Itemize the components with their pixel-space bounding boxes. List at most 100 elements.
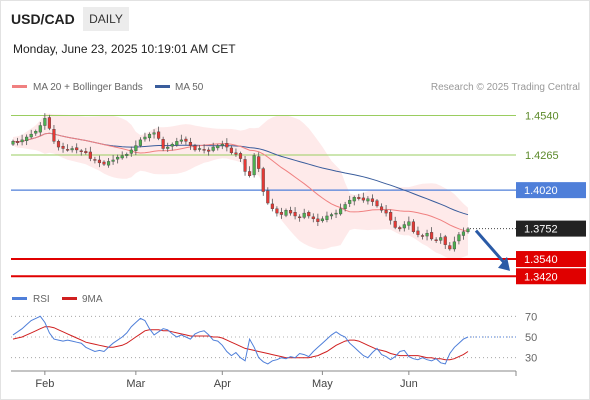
candle-body — [34, 131, 38, 134]
rsi-tick-label-1: 50 — [525, 332, 537, 344]
ma50-legend-label: MA 50 — [175, 82, 204, 93]
rsi-line — [12, 315, 469, 365]
candle-body — [202, 149, 206, 151]
candle-body — [197, 148, 202, 150]
candle-body — [61, 146, 65, 149]
candle-body — [220, 143, 224, 146]
candle-body — [325, 215, 329, 220]
candle-body — [261, 168, 265, 192]
candle-body — [248, 171, 252, 176]
candle-body — [111, 159, 115, 162]
candle-body — [302, 212, 306, 218]
candle-body — [166, 146, 170, 149]
candle-body — [207, 149, 211, 152]
candle-body — [106, 161, 111, 166]
candle-body — [293, 212, 297, 217]
candle-body — [352, 197, 356, 202]
rsi-tick-label-2: 30 — [525, 353, 537, 365]
candle-body — [170, 143, 174, 147]
ma20-legend-label: MA 20 + Bollinger Bands — [33, 82, 143, 93]
candle-body — [225, 143, 229, 148]
candle-body — [116, 156, 120, 160]
candle-body — [389, 212, 393, 221]
candle-body — [307, 212, 311, 217]
candle-body — [375, 200, 379, 207]
rsi-panel: 70 50 30 — [11, 311, 537, 365]
candle-body — [448, 245, 452, 250]
ma20-legend-swatch — [12, 85, 27, 88]
timeframe-badge[interactable]: DAILY — [89, 12, 123, 26]
timeframe-badge-bg — [83, 7, 129, 31]
candle-body — [416, 230, 420, 235]
candle-body — [25, 136, 29, 141]
candle-body — [402, 224, 406, 229]
candle-body — [252, 155, 256, 176]
candle-body — [461, 231, 466, 236]
candle-body — [143, 136, 147, 140]
candle-body — [211, 146, 215, 151]
candle-body — [398, 227, 402, 230]
candle-body — [257, 156, 261, 169]
candle-body — [266, 190, 270, 204]
candle-body — [311, 216, 315, 220]
candle-body — [97, 159, 102, 164]
candle-body — [234, 152, 238, 155]
candle-body — [270, 203, 274, 209]
candle-body — [348, 199, 352, 204]
candle-body — [84, 151, 88, 154]
candle-body — [184, 138, 188, 142]
rsi-ma-line — [12, 326, 469, 361]
candle-body — [138, 139, 142, 146]
candle-body — [366, 198, 370, 202]
level-label-4: 1.3420 — [524, 271, 558, 283]
symbol-title: USD/CAD — [11, 11, 75, 27]
candle-body — [434, 239, 438, 241]
candle-body — [243, 159, 247, 172]
candle-body — [407, 221, 411, 226]
candle-body — [334, 212, 338, 215]
candle-body — [20, 139, 24, 143]
x-axis: Feb Mar Apr May Jun — [11, 370, 517, 390]
candle-body — [457, 234, 461, 242]
candle-body — [361, 197, 365, 201]
x-tick-label-0: Feb — [35, 378, 54, 390]
candle-body — [430, 232, 434, 240]
candle-body — [284, 210, 288, 216]
rsi-tick-label-0: 70 — [525, 311, 537, 323]
candle-body — [411, 221, 415, 232]
candle-body — [15, 141, 20, 143]
candle-body — [443, 236, 447, 245]
candle-body — [161, 139, 165, 149]
timestamp: Monday, June 23, 2025 10:19:01 AM CET — [13, 42, 236, 56]
candle-body — [152, 132, 156, 135]
candle-body — [56, 141, 61, 148]
rsi-legend-label: RSI — [33, 294, 50, 305]
candle-body — [147, 133, 152, 139]
candle-body — [79, 150, 83, 152]
candle-body — [157, 131, 161, 139]
candle-body — [238, 153, 243, 159]
forecast-arrow-head — [498, 256, 510, 271]
candle-body — [229, 147, 233, 154]
candle-body — [29, 133, 33, 138]
last-price-tag — [516, 220, 586, 237]
last-price-label: 1.3752 — [524, 224, 558, 236]
candle-body — [275, 208, 279, 214]
rsi-ma-legend-swatch — [62, 297, 77, 300]
candle-body — [188, 141, 193, 146]
level-label-1: 1.4265 — [525, 150, 559, 162]
candle-body — [357, 197, 361, 199]
candle-body — [384, 210, 388, 214]
candle-body — [11, 141, 15, 145]
candle-body — [343, 204, 347, 209]
candle-body — [439, 237, 443, 241]
candle-body — [379, 206, 384, 211]
candle-body — [70, 148, 74, 151]
candle-body — [38, 125, 42, 133]
candle-body — [129, 149, 133, 154]
forecast-arrow-shaft — [474, 229, 508, 266]
candle-body — [452, 241, 456, 250]
copyright: Research © 2025 Trading Central — [431, 82, 580, 93]
ma20-line — [12, 132, 469, 232]
